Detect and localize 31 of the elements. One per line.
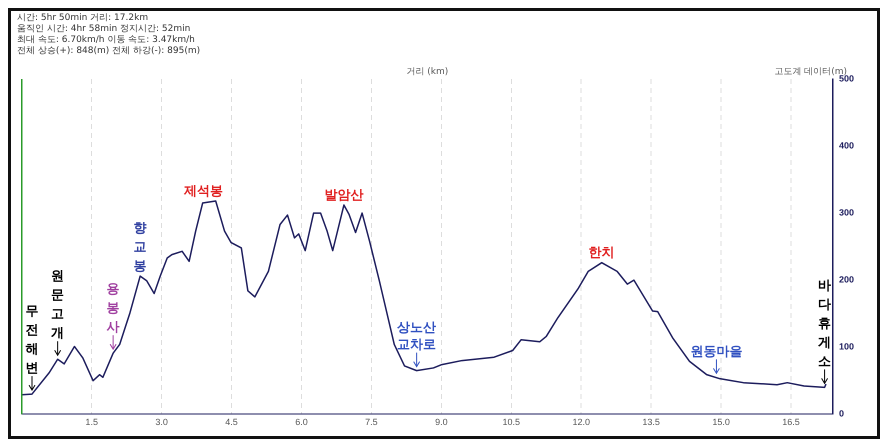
annotation: 한치: [588, 246, 615, 261]
annotation: 원동마을: [690, 344, 742, 360]
x-tick-label: 9.0: [435, 417, 448, 428]
x-tick-label: 7.5: [365, 417, 378, 428]
annotation: 용봉사: [106, 282, 120, 336]
annotation: 발암산: [324, 188, 364, 204]
annotation: 상노산 교차로: [397, 320, 436, 353]
text: 시간: 5hr 50min 거리: 17.2km: [17, 13, 150, 24]
y-tick-label: 400: [838, 140, 854, 151]
annotation: 무전해변: [26, 304, 39, 376]
text: 최대 속도: 6.70km/h 이동 속도: 3.47km/h: [17, 35, 196, 46]
annotation: 바다휴게소: [818, 278, 832, 370]
x-tick-label: 1.5: [85, 417, 98, 428]
x-tick-label: 13.5: [642, 417, 660, 428]
y-tick-label: 300: [838, 208, 854, 218]
x-tick-label: 10.5: [502, 417, 520, 428]
x-axis-title: 거리 (km): [406, 66, 448, 77]
y-tick-label: 0: [838, 408, 844, 419]
x-tick-label: 15.0: [712, 417, 730, 428]
x-tick-label: 16.5: [782, 417, 800, 428]
text: 움직인 시간: 4hr 58min 정지시간: 52min: [17, 24, 192, 35]
text: 전체 상승(+): 848(m) 전체 하강(-): 895(m): [17, 46, 200, 57]
x-tick-label: 4.5: [225, 417, 238, 428]
y-tick-label: 200: [838, 274, 854, 285]
y-tick-label: 100: [838, 342, 854, 352]
x-tick-label: 3.0: [155, 417, 168, 428]
x-tick-label: 12.0: [572, 417, 590, 428]
x-tick-label: 6.0: [295, 417, 308, 428]
annotation: 제석봉: [183, 184, 224, 200]
annotation: 원문고개: [51, 269, 64, 342]
annotation: 향교봉: [134, 221, 147, 274]
